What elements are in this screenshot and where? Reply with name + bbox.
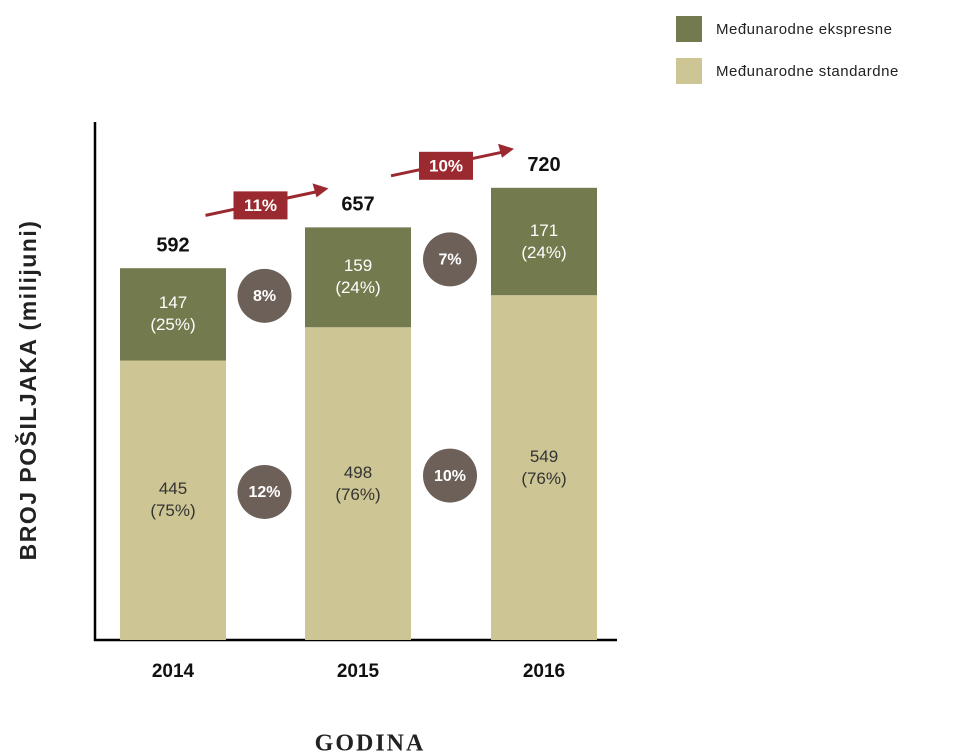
bar-segment [305,327,411,640]
legend-label: Međunarodne standardne [716,63,899,80]
x-tick-label: 2015 [337,661,380,682]
value-label: 159 (24%) [335,256,381,298]
legend-swatch [676,16,702,42]
x-tick-label: 2016 [523,661,565,682]
legend-label: Međunarodne ekspresne [716,21,892,38]
growth-box [419,151,473,180]
arrow-head [498,143,514,158]
bar-segment [305,227,411,328]
bar-segment [491,187,597,296]
value-label: 171 (24%) [521,220,567,262]
growth-label: 7% [438,252,461,269]
bar-segment [120,268,226,361]
value-label: 549 (76%) [521,446,567,488]
x-tick-label: 2014 [152,661,195,682]
bar-segment [491,295,597,640]
growth-circle [237,268,292,323]
growth-box [233,191,288,220]
growth-label: 10% [429,156,463,175]
growth-circle [423,448,477,503]
growth-label: 12% [248,484,280,501]
x-axis-label: GODINA [315,731,426,756]
legend-swatch [676,58,702,84]
value-label: 498 (76%) [335,462,381,504]
growth-label: 10% [434,468,466,485]
growth-circle [237,464,292,519]
total-label: 720 [527,154,560,176]
y-axis-label: BROJ POŠILJAKA (milijuni) [14,220,41,561]
growth-circle [423,232,477,287]
growth-label: 8% [253,288,276,305]
total-label: 657 [341,194,374,216]
growth-label: 11% [244,196,277,215]
bar-segment [120,360,226,640]
arrow-head [312,183,329,198]
value-label: 445 (75%) [150,479,196,521]
value-label: 147 (25%) [150,293,196,335]
total-label: 592 [156,234,189,256]
